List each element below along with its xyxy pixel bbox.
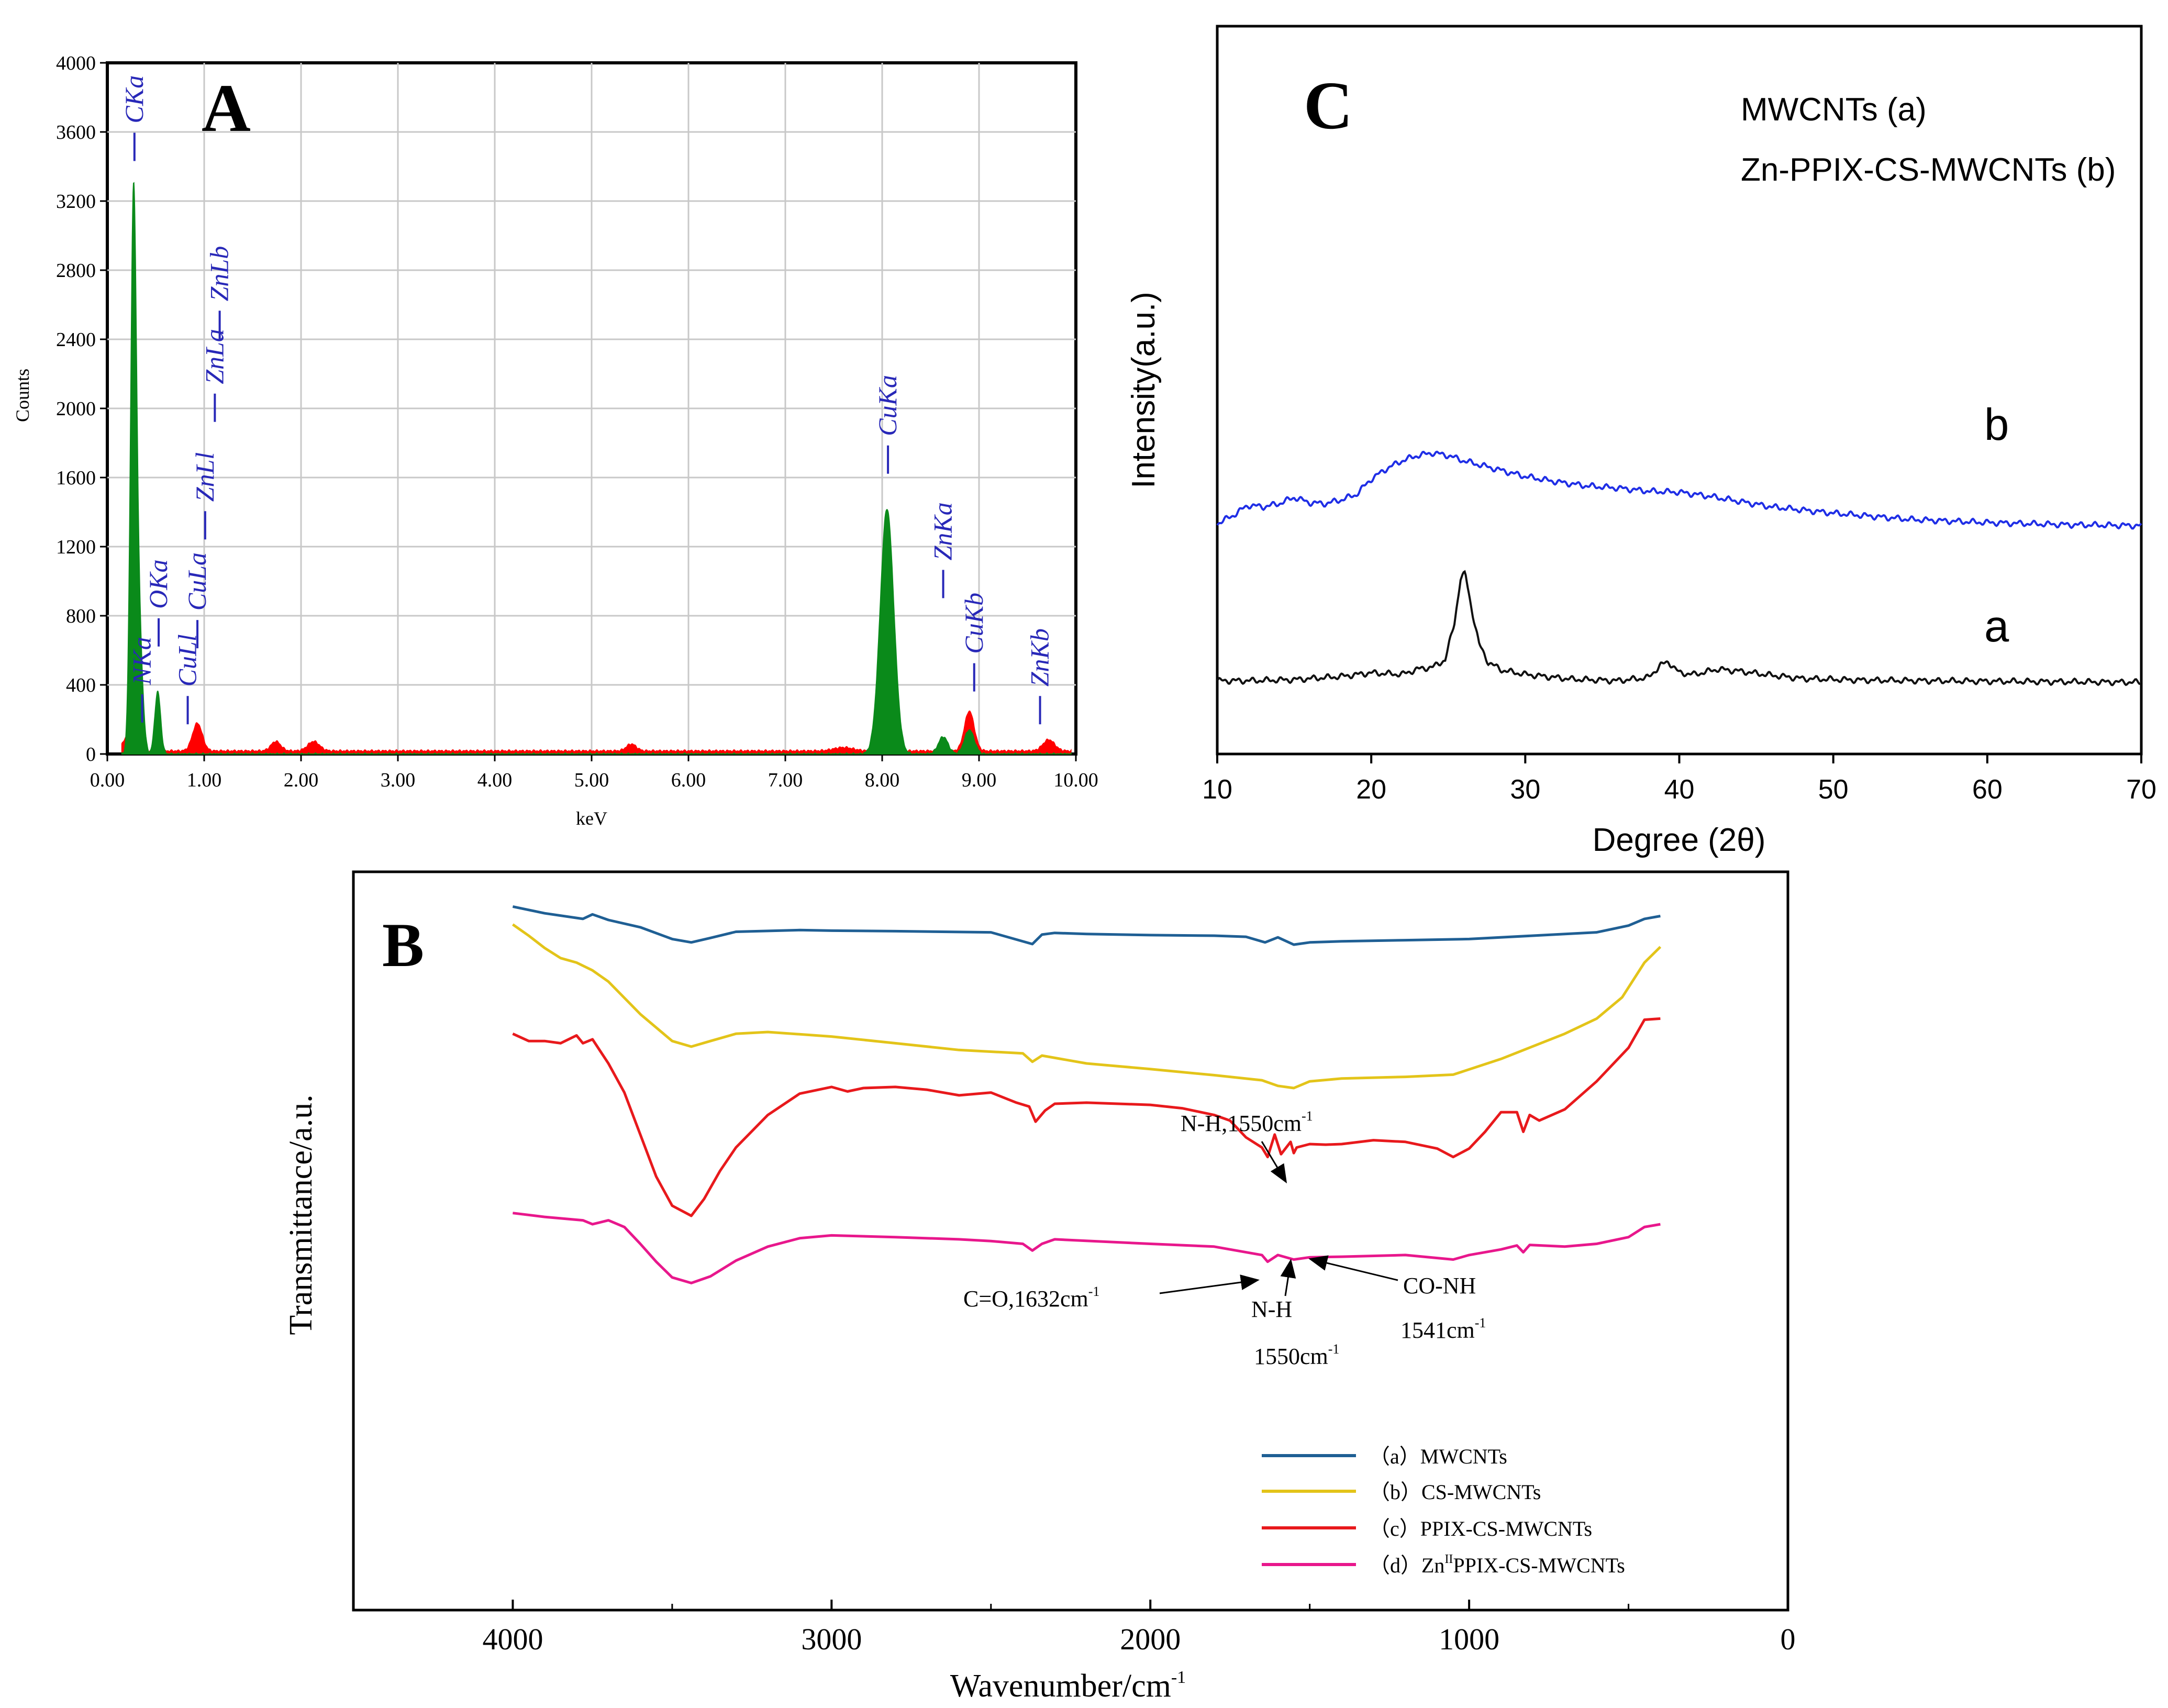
panel-a-peak-label: OKa: [143, 559, 173, 608]
panel-c-x-tick-label: 20: [1356, 774, 1386, 805]
panel-c-plot-frame: [1216, 25, 2143, 756]
panel-a-x-tick-label: 10.00: [1053, 769, 1098, 791]
annotation-conh-label: CO-NH: [1403, 1273, 1476, 1299]
panel-a-x-tick-label: 4.00: [477, 769, 513, 791]
panel-b: 4000 3000 2000 1000 0 B N-H,1550cm-1 C=O,163…: [283, 870, 1796, 1704]
panel-b-series-b: [512, 923, 1662, 1090]
panel-b-series-d: [513, 1212, 1661, 1284]
annotation-nh-wavenumber: 1550cm-1: [1254, 1341, 1339, 1369]
panel-b-series-c: [512, 1017, 1661, 1217]
panel-b-series: [512, 905, 1662, 1284]
panel-a-y-ticks: 0 400 800 1200 1600 2000 2400 2800 3200 3600 4000: [56, 52, 107, 766]
annotation-nh-label: N-H: [1251, 1296, 1292, 1322]
panel-a-x-tick-label: 9.00: [962, 769, 997, 791]
panel-a-peak-label: ZnLl: [190, 452, 219, 502]
legend-label-a: （a）MWCNTs: [1369, 1445, 1507, 1468]
panel-a-x-tick-label: 1.00: [187, 769, 222, 791]
panel-c-legend-a: MWCNTs (a): [1741, 92, 1927, 128]
panel-b-legend: （a）MWCNTs （b）CS-MWCNTs （c）PPIX-CS-MWCNTs…: [1262, 1445, 1625, 1577]
panel-a-peak-label: ZnKa: [928, 502, 958, 560]
panel-a-y-tick-label: 1200: [56, 536, 96, 558]
panel-b-x-tick-label: 2000: [1120, 1622, 1181, 1656]
panel-a-peak-label: CKa: [119, 75, 149, 124]
legend-label-b: （b）CS-MWCNTs: [1369, 1480, 1541, 1504]
panel-b-series-a: [512, 905, 1661, 946]
panel-a-y-tick-label: 800: [66, 605, 96, 627]
panel-a-letter: A: [202, 71, 251, 146]
annotation-arrow-co: [1159, 1274, 1260, 1294]
panel-c-x-ticks: 10 20 30 40 50 60 70: [1202, 754, 2156, 805]
panel-a-peak-label: NKa: [127, 637, 157, 685]
panel-c: 10 20 30 40 50 60 70 C MWCNTs (a) Zn-PPIX-CS-M…: [1126, 25, 2156, 858]
annotation-co-1632: C=O,1632cm-1: [963, 1284, 1099, 1312]
panel-a-y-tick-label: 3600: [56, 121, 96, 143]
panel-b-x-tick-label: 0: [1781, 1622, 1796, 1656]
panel-c-x-tick-label: 50: [1818, 774, 1849, 805]
panel-c-x-tick-label: 70: [2126, 774, 2156, 805]
panel-a-peak-labels: CKaNKaOKaCuLlCuLaZnLlZnLaZnLbCuKaZnKaCuK…: [119, 75, 1054, 725]
panel-c-x-tick-label: 60: [1972, 774, 2003, 805]
panel-a-peak-label: ZnLb: [205, 246, 234, 302]
panel-a-y-tick-label: 2800: [56, 260, 96, 282]
panel-b-x-ticks: 4000 3000 2000 1000 0: [352, 1600, 1796, 1656]
panel-a-peak-label: CuLa: [182, 552, 212, 611]
panel-c-legend-b: Zn-PPIX-CS-MWCNTs (b): [1741, 152, 2116, 188]
panel-b-x-tick-label: 4000: [482, 1622, 543, 1656]
panel-a-peak-label: ZnKb: [1025, 628, 1054, 686]
panel-a-grid: [107, 63, 1076, 754]
panel-a-y-tick-label: 400: [66, 674, 96, 696]
panel-b-x-tick-label: 1000: [1439, 1622, 1499, 1656]
panel-a-x-tick-label: 0.00: [90, 769, 125, 791]
panel-c-x-tick-label: 30: [1510, 774, 1540, 805]
panel-a: 040080012001600200024002800320036004000 …: [12, 52, 1098, 829]
panel-c-y-label: Intensity(a.u.): [1126, 292, 1162, 489]
legend-label-c: （c）PPIX-CS-MWCNTs: [1369, 1517, 1592, 1540]
panel-c-series-label-b: b: [1984, 400, 2009, 450]
panel-a-x-tick-label: 3.00: [381, 769, 416, 791]
panel-c-x-label: Degree (2θ): [1593, 822, 1766, 858]
panel-a-peak-label: CuKa: [873, 375, 902, 436]
panel-a-y-tick-label: 1600: [56, 467, 96, 489]
panel-b-x-label: Wavenumber/cm-1: [950, 1668, 1186, 1704]
panel-b-y-label: Transmittance/a.u.: [283, 1094, 319, 1335]
panel-a-element-spectrum: [121, 182, 1072, 755]
panel-a-spectrum: [121, 182, 1072, 755]
panel-a-x-tick-label: 2.00: [284, 769, 319, 791]
panel-a-x-tick-label: 6.00: [671, 769, 706, 791]
panel-c-letter: C: [1304, 68, 1353, 143]
panel-a-y-tick-label: 4000: [56, 52, 96, 74]
panel-b-x-tick-label: 3000: [801, 1622, 862, 1656]
annotation-arrow-conh: [1308, 1255, 1398, 1281]
panel-a-y-tick-label: 2400: [56, 329, 96, 351]
panel-a-x-tick-label: 5.00: [574, 769, 609, 791]
panel-a-y-tick-label: 0: [86, 744, 96, 766]
panel-c-series: [1216, 450, 2142, 686]
panel-a-peak-label: ZnLa: [199, 329, 229, 384]
panel-a-x-ticks: 0.00 1.00 2.00 3.00 4.00 5.00 6.00 7.00 8.00 9.00…: [90, 754, 1098, 791]
annotation-conh-wavenumber: 1541cm-1: [1400, 1315, 1486, 1343]
panel-a-x-label: keV: [576, 808, 607, 829]
annotation-arrow-nh: [1280, 1259, 1296, 1296]
panel-a-y-tick-label: 3200: [56, 191, 96, 213]
annotation-nh-1550-top: N-H,1550cm-1: [1181, 1108, 1313, 1136]
panel-a-y-tick-label: 2000: [56, 398, 96, 420]
legend-label-d: （d）ZnIIPPIX-CS-MWCNTs: [1369, 1552, 1625, 1577]
panel-b-annotations: N-H,1550cm-1 C=O,1632cm-1 N-H 1550cm-1 C…: [963, 1108, 1486, 1369]
panel-c-series-b: [1216, 450, 2142, 530]
panel-a-peak-label: CuKb: [959, 593, 988, 654]
panel-a-x-tick-label: 8.00: [865, 769, 900, 791]
panel-c-series-a: [1216, 570, 2142, 686]
panel-b-letter: B: [382, 910, 424, 980]
panel-a-y-label: Counts: [12, 369, 33, 422]
panel-c-series-label-a: a: [1984, 602, 2009, 651]
annotation-arrow-nh-top: [1261, 1141, 1287, 1184]
panel-a-x-tick-label: 7.00: [768, 769, 803, 791]
panel-c-x-tick-label: 40: [1664, 774, 1695, 805]
panel-c-x-tick-label: 10: [1202, 774, 1232, 805]
